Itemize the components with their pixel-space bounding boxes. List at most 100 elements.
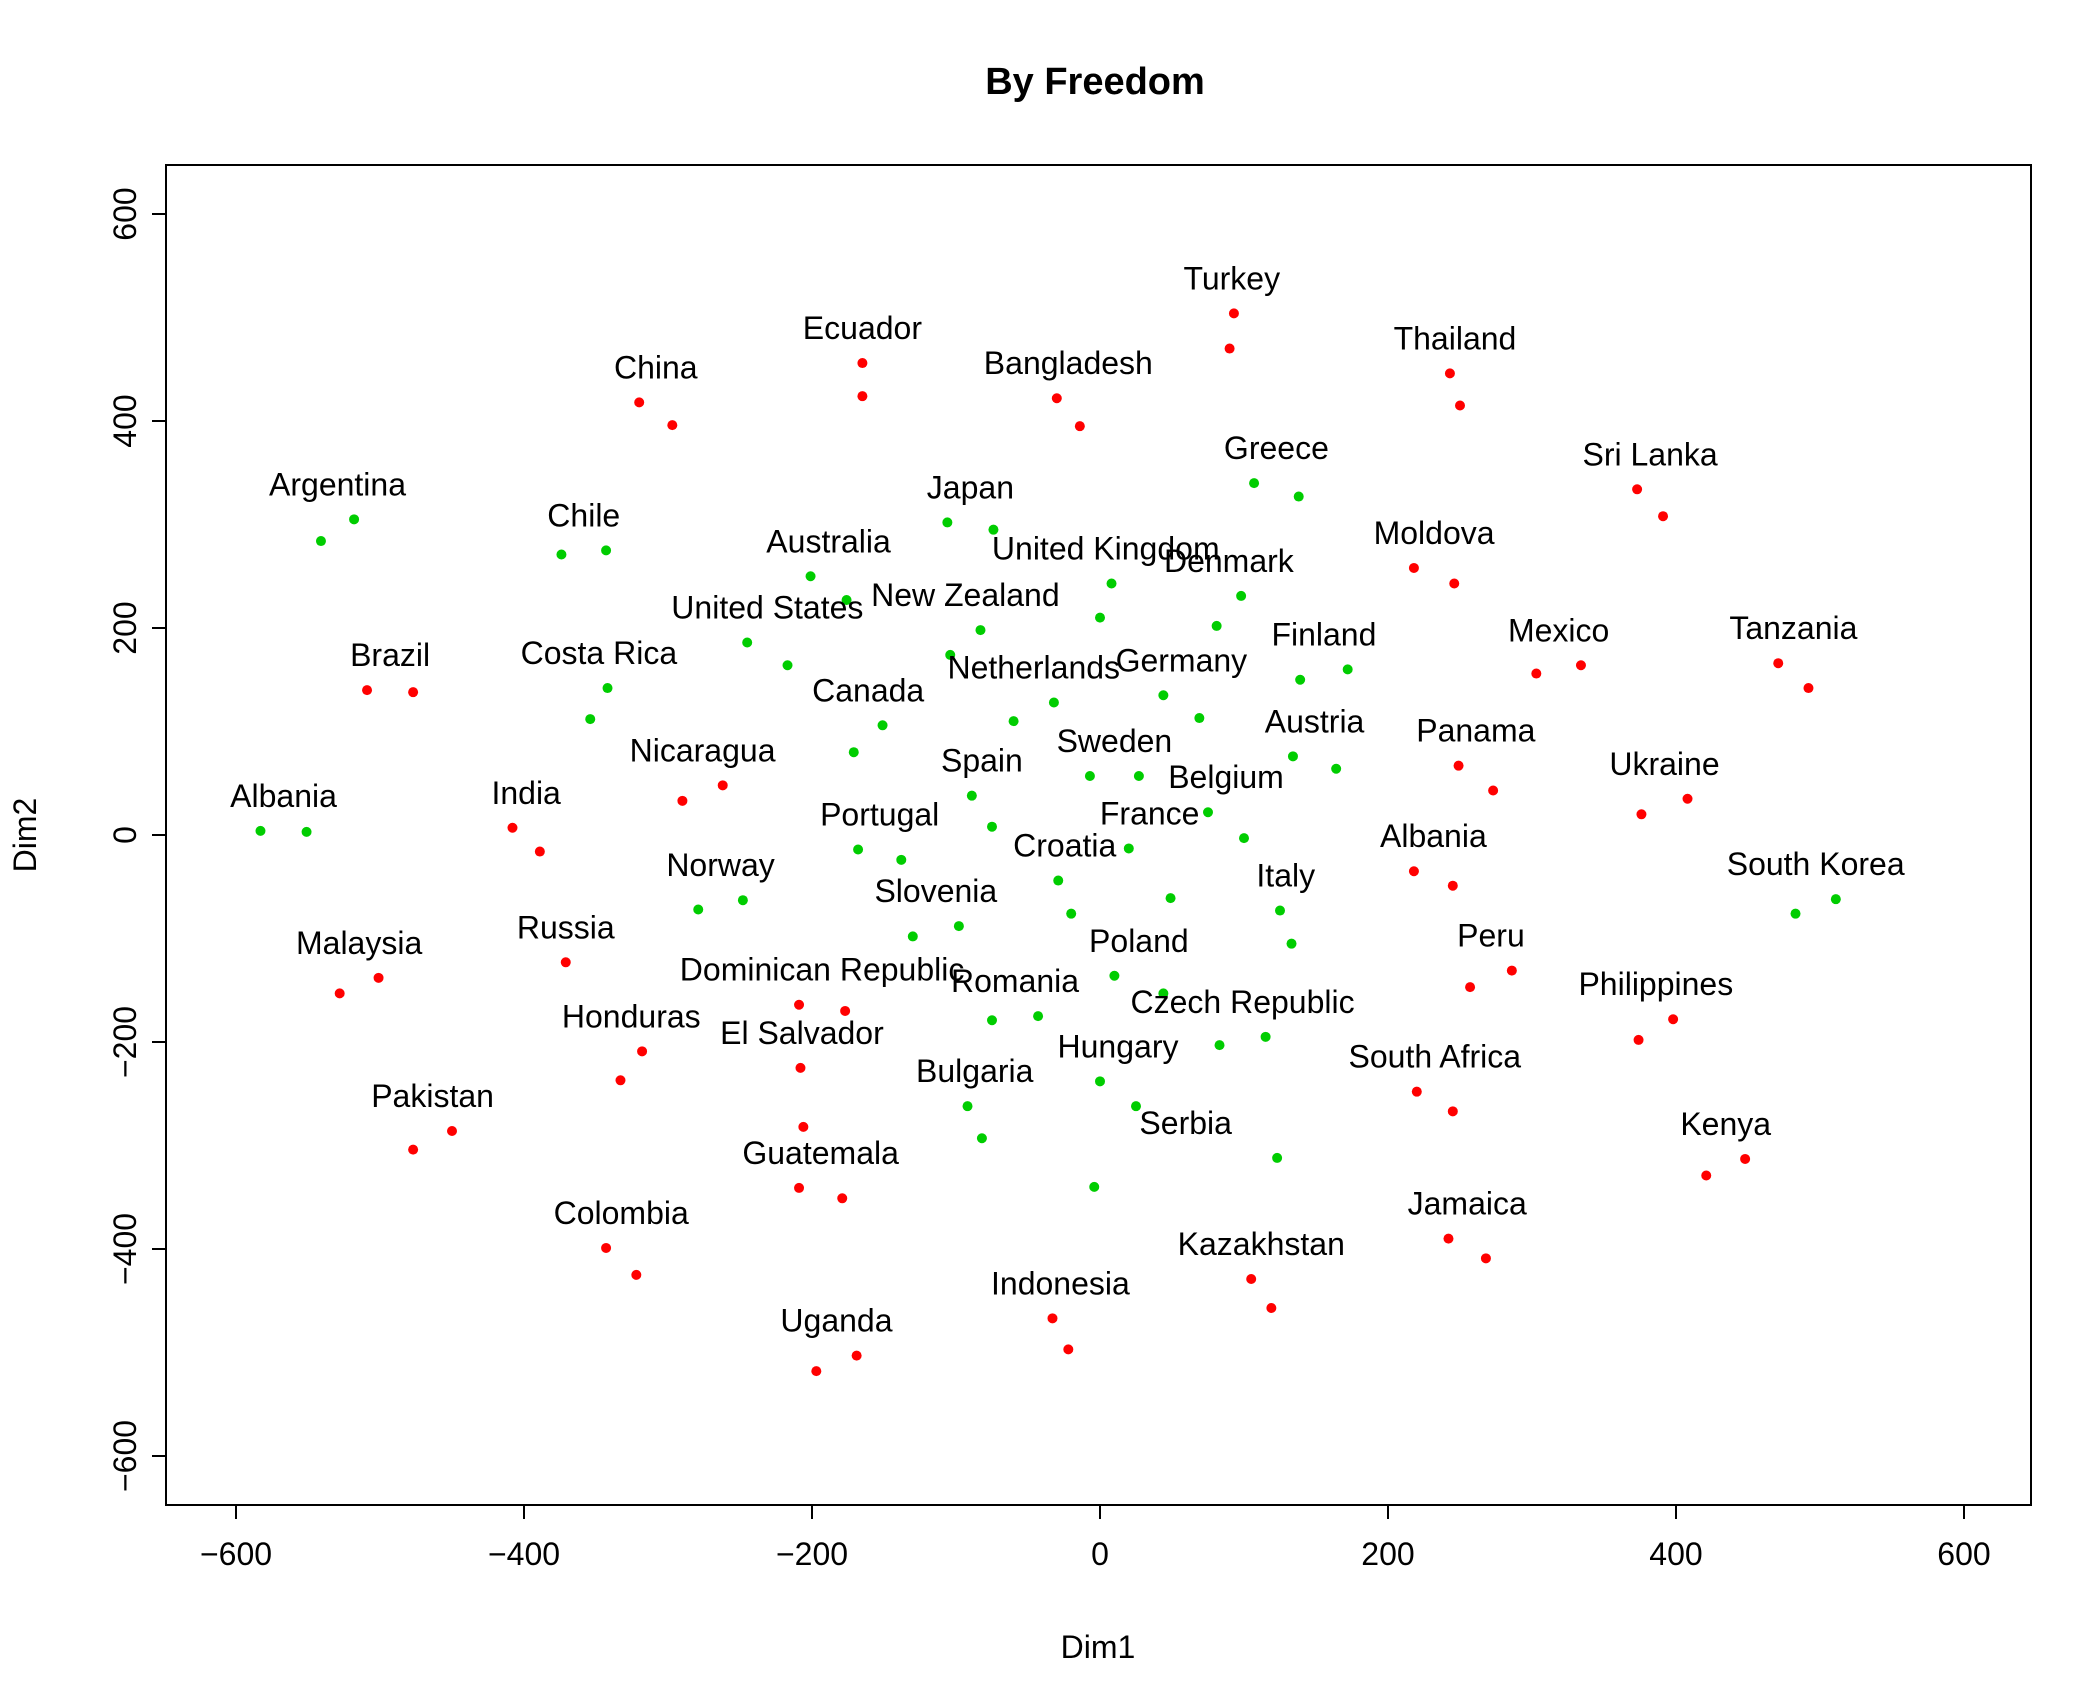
point-label: Malaysia bbox=[296, 925, 422, 961]
data-point bbox=[987, 821, 997, 832]
data-point bbox=[373, 972, 384, 983]
data-point bbox=[1701, 1170, 1712, 1181]
point-label: Slovenia bbox=[874, 873, 997, 909]
y-tick-label: 600 bbox=[107, 187, 143, 240]
data-point bbox=[853, 844, 864, 855]
data-point bbox=[896, 854, 907, 865]
data-point bbox=[634, 397, 645, 408]
x-tick-label: 0 bbox=[1091, 1536, 1109, 1572]
data-point bbox=[1095, 1076, 1105, 1087]
data-point bbox=[1047, 1313, 1058, 1324]
point-label: New Zealand bbox=[871, 577, 1060, 613]
point-label: Ecuador bbox=[803, 310, 923, 346]
point-label: Moldova bbox=[1374, 515, 1495, 551]
point-label: Albania bbox=[1380, 818, 1487, 854]
data-point bbox=[794, 999, 805, 1010]
point-label: Turkey bbox=[1183, 260, 1280, 296]
data-point bbox=[1342, 664, 1353, 675]
data-point bbox=[1133, 771, 1144, 782]
data-point bbox=[1203, 807, 1213, 818]
point-label: Greece bbox=[1224, 430, 1329, 466]
data-point bbox=[1194, 713, 1205, 724]
data-point bbox=[1266, 1302, 1277, 1313]
data-point bbox=[1236, 590, 1247, 601]
y-tick-label: 400 bbox=[107, 394, 143, 447]
x-tick-label: −400 bbox=[488, 1536, 560, 1572]
data-point bbox=[667, 420, 678, 431]
data-point bbox=[1131, 1101, 1141, 1112]
data-point bbox=[1658, 511, 1669, 522]
data-point bbox=[556, 549, 567, 560]
data-point bbox=[1066, 908, 1077, 919]
point-label: El Salvador bbox=[720, 1015, 884, 1051]
point-label: Serbia bbox=[1139, 1105, 1232, 1141]
x-axis-label: Dim1 bbox=[1061, 1629, 1136, 1665]
data-point bbox=[857, 358, 868, 369]
data-point bbox=[966, 790, 977, 801]
data-point bbox=[1158, 690, 1169, 701]
point-label: Hungary bbox=[1058, 1028, 1179, 1064]
data-point bbox=[1048, 697, 1059, 708]
point-label: Austria bbox=[1265, 703, 1365, 739]
data-point bbox=[1575, 660, 1586, 671]
data-point bbox=[1295, 674, 1306, 685]
point-label: Argentina bbox=[269, 466, 406, 502]
point-label: Italy bbox=[1256, 858, 1315, 894]
data-point bbox=[1632, 484, 1643, 495]
data-point bbox=[1249, 478, 1260, 489]
point-label: Mexico bbox=[1508, 612, 1609, 648]
data-point bbox=[1411, 1086, 1422, 1097]
data-point bbox=[1682, 793, 1693, 804]
data-point bbox=[1331, 763, 1342, 774]
data-point bbox=[782, 660, 793, 671]
point-label: Belgium bbox=[1168, 759, 1284, 795]
point-label: United Kingdom bbox=[992, 530, 1220, 566]
data-point bbox=[1109, 970, 1120, 981]
data-point bbox=[907, 931, 918, 942]
data-point bbox=[1408, 866, 1419, 877]
data-point bbox=[851, 1350, 862, 1361]
point-label: Japan bbox=[927, 469, 1014, 505]
data-point bbox=[1480, 1253, 1491, 1264]
data-point bbox=[795, 1062, 806, 1073]
point-label: Colombia bbox=[554, 1195, 689, 1231]
y-axis-label: Dim2 bbox=[7, 798, 43, 873]
point-label: India bbox=[491, 775, 561, 811]
point-label: Uganda bbox=[780, 1303, 892, 1339]
point-label: Pakistan bbox=[371, 1078, 494, 1114]
data-point bbox=[1408, 562, 1419, 573]
data-point bbox=[976, 1133, 987, 1144]
x-tick-label: 600 bbox=[1937, 1536, 1990, 1572]
y-tick-label: −600 bbox=[107, 1420, 143, 1492]
data-point bbox=[1790, 908, 1801, 919]
data-point bbox=[677, 795, 688, 806]
data-point bbox=[840, 1005, 851, 1016]
point-label: Spain bbox=[941, 743, 1023, 779]
data-point bbox=[1246, 1274, 1257, 1285]
point-label: Russia bbox=[517, 909, 615, 945]
data-point bbox=[1053, 875, 1064, 886]
data-point bbox=[255, 825, 266, 836]
data-point bbox=[1488, 785, 1499, 796]
data-point bbox=[1455, 400, 1465, 411]
data-point bbox=[637, 1046, 648, 1057]
data-point bbox=[1095, 612, 1105, 623]
data-point bbox=[631, 1269, 642, 1280]
point-label: Czech Republic bbox=[1131, 984, 1355, 1020]
point-label: Finland bbox=[1271, 616, 1376, 652]
x-tick-label: −200 bbox=[776, 1536, 848, 1572]
data-point bbox=[1033, 1011, 1044, 1022]
data-point bbox=[837, 1193, 848, 1204]
data-point bbox=[1773, 658, 1784, 669]
data-point bbox=[1449, 578, 1460, 589]
point-label: Netherlands bbox=[947, 650, 1120, 686]
point-label: Germany bbox=[1116, 642, 1248, 678]
point-label: Thailand bbox=[1394, 320, 1517, 356]
y-axis: −600 −400 −200 0 200 400 600 bbox=[107, 187, 167, 1492]
point-label: Panama bbox=[1416, 713, 1535, 749]
point-label: China bbox=[614, 349, 698, 385]
data-point bbox=[1158, 988, 1169, 999]
data-point bbox=[1444, 368, 1455, 379]
data-point bbox=[1214, 1040, 1225, 1051]
x-tick-label: −600 bbox=[200, 1536, 272, 1572]
